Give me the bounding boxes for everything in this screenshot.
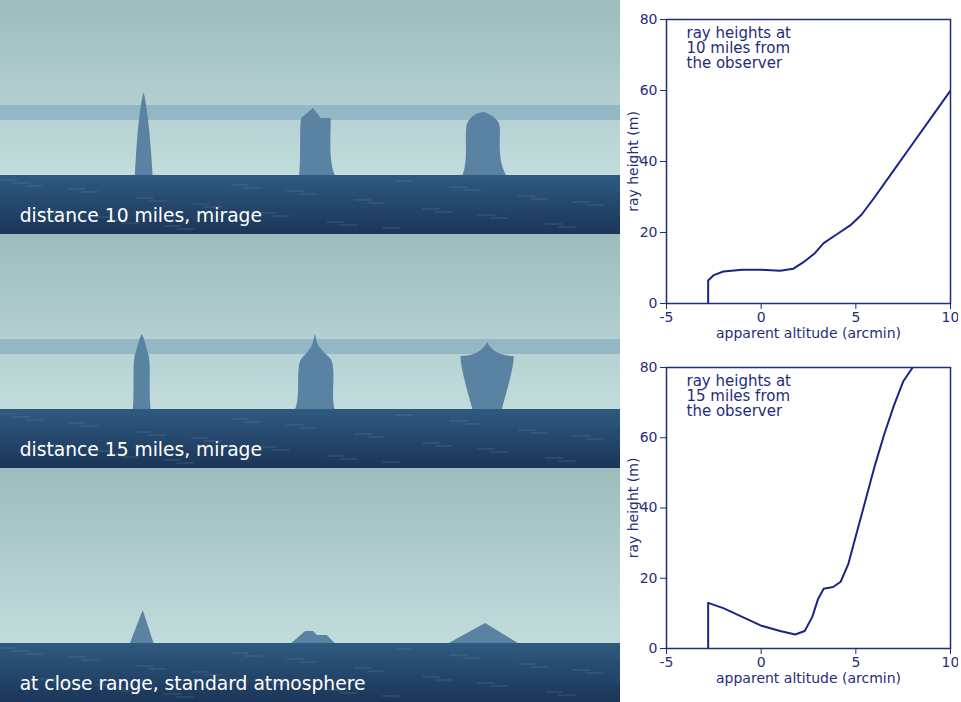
svg-text:40: 40 xyxy=(640,153,658,169)
svg-text:ray heights at10 miles fromthe: ray heights at10 miles fromthe observer xyxy=(687,24,792,72)
svg-text:5: 5 xyxy=(851,309,860,325)
svg-text:80: 80 xyxy=(640,359,658,375)
svg-text:10: 10 xyxy=(942,654,958,670)
svg-text:ray height (m): ray height (m) xyxy=(625,111,641,212)
svg-text:20: 20 xyxy=(640,224,658,240)
svg-text:-5: -5 xyxy=(660,654,674,670)
svg-text:0: 0 xyxy=(649,295,658,311)
svg-text:40: 40 xyxy=(640,499,658,515)
svg-text:distance 15 miles, mirage: distance 15 miles, mirage xyxy=(20,439,262,460)
svg-text:80: 80 xyxy=(640,11,658,27)
svg-text:5: 5 xyxy=(851,654,860,670)
svg-text:60: 60 xyxy=(640,429,658,445)
svg-text:0: 0 xyxy=(757,654,766,670)
svg-text:distance 10 miles, mirage: distance 10 miles, mirage xyxy=(20,205,262,226)
svg-text:-5: -5 xyxy=(660,309,674,325)
svg-text:ray height (m): ray height (m) xyxy=(625,458,641,559)
svg-text:at close range, standard atmos: at close range, standard atmosphere xyxy=(20,673,366,694)
svg-text:20: 20 xyxy=(640,570,658,586)
svg-text:0: 0 xyxy=(649,640,658,656)
svg-text:0: 0 xyxy=(757,309,766,325)
svg-text:60: 60 xyxy=(640,82,658,98)
svg-text:apparent altitude (arcmin): apparent altitude (arcmin) xyxy=(716,670,901,686)
svg-text:10: 10 xyxy=(942,309,958,325)
svg-text:ray heights at15 miles fromthe: ray heights at15 miles fromthe observer xyxy=(687,372,792,420)
svg-text:apparent altitude (arcmin): apparent altitude (arcmin) xyxy=(716,325,901,341)
